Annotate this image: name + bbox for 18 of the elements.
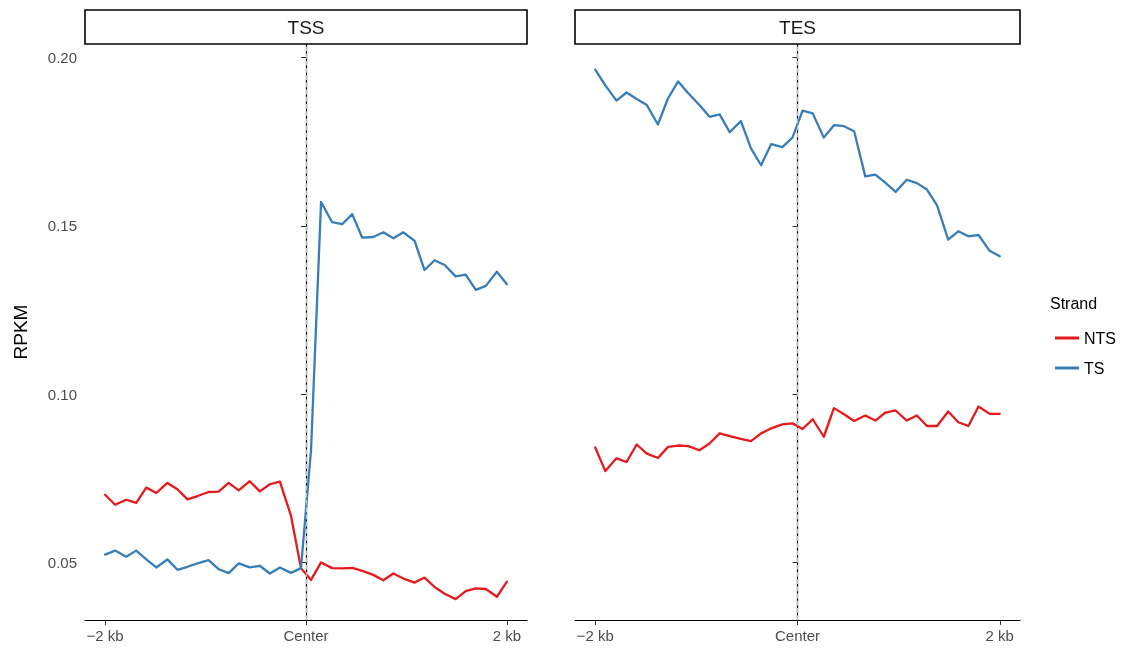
y-axis-title: RPKM [10, 304, 31, 360]
chart-title: TES [779, 16, 816, 38]
x-tick-label: 2 kb [492, 627, 522, 644]
x-tick-label: Center [283, 627, 329, 644]
line-series [103, 200, 509, 575]
line-series [103, 480, 509, 601]
x-tick-label: −2 kb [86, 627, 124, 644]
x-tick-label: Center [774, 627, 821, 644]
x-tick-label: −2 kb [576, 627, 614, 644]
legend-label: TS [1084, 359, 1105, 377]
y-tick-label: 0.10 [47, 385, 77, 403]
y-tick-label: 0.05 [47, 554, 77, 572]
chart-title: TSS [287, 16, 325, 38]
y-tick-label: 0.15 [47, 217, 77, 235]
x-tick-label: 2 kb [985, 627, 1014, 644]
y-tick-label: 0.20 [47, 48, 77, 66]
legend-title: Strand [1050, 294, 1098, 312]
legend-label: NTS [1084, 329, 1116, 347]
